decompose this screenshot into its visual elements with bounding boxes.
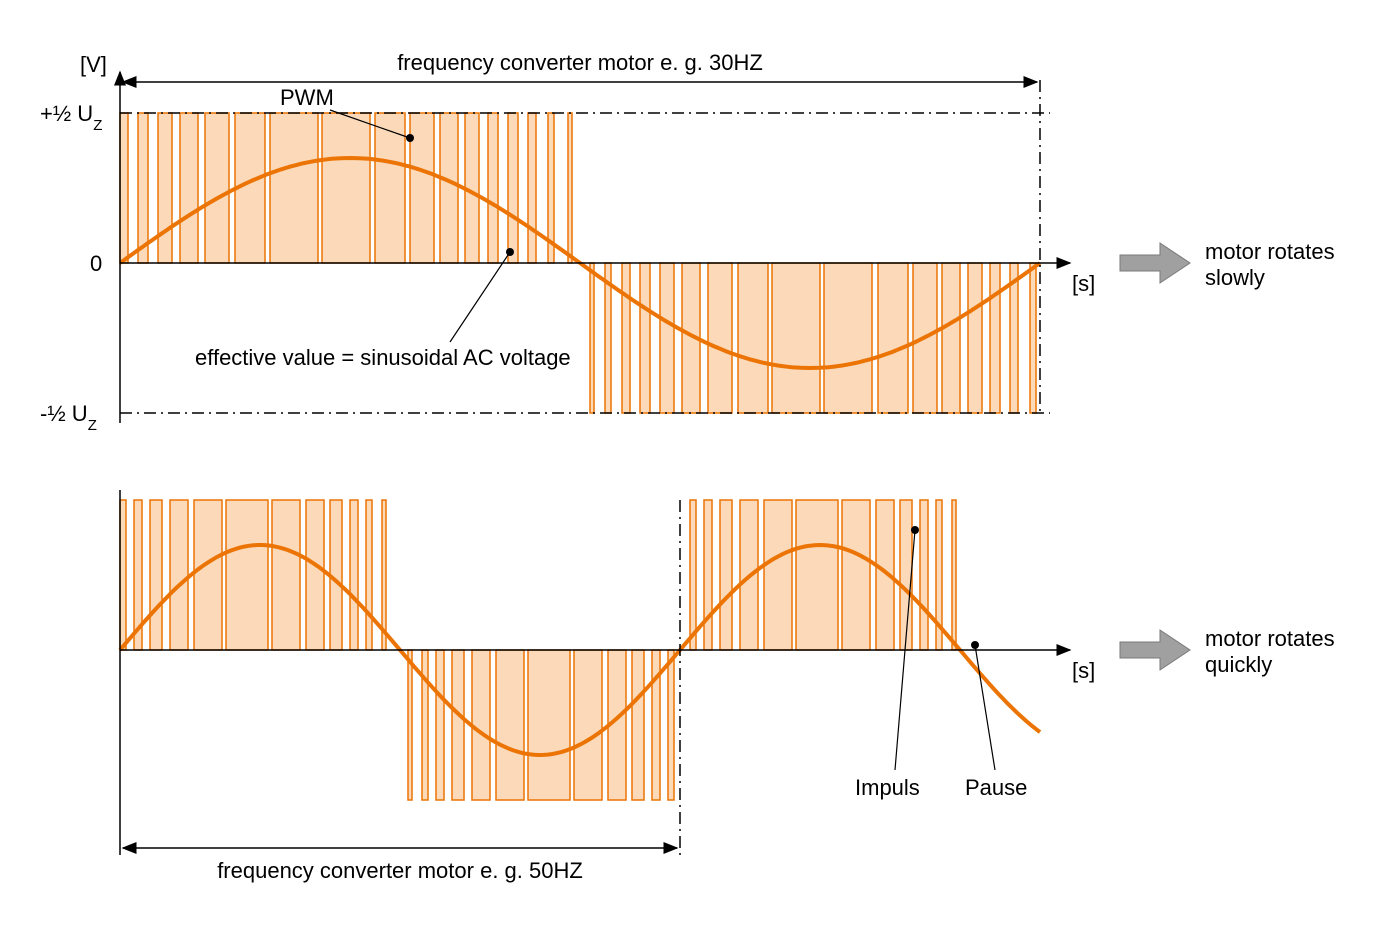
pwm-pulse [120, 500, 126, 650]
pwm-pulse [632, 650, 644, 800]
pwm-diagram: frequency converter motor e. g. 30HZ [V] +… [20, 20, 1400, 909]
pwm-pulse [440, 113, 458, 263]
y-pos-label: +½ UZ [40, 101, 102, 134]
pwm-pulse [180, 113, 198, 263]
pwm-pulse [472, 650, 490, 800]
pwm-pulse [842, 500, 870, 650]
pwm-pulse [878, 263, 908, 413]
pwm-pulse [138, 113, 148, 263]
y-zero-label: 0 [90, 251, 102, 276]
y-neg-label: -½ UZ [40, 401, 97, 434]
pwm-pulse [772, 263, 820, 413]
title-bottom: frequency converter motor e. g. 50HZ [217, 858, 583, 883]
pwm-pulse [452, 650, 464, 800]
pwm-pulse [660, 263, 674, 413]
pwm-pulse [226, 500, 268, 650]
pwm-pulse [738, 263, 768, 413]
pwm-label: PWM [280, 85, 334, 110]
motor-slow-label: motor rotates [1205, 239, 1335, 264]
pwm-pulse [622, 263, 630, 413]
pwm-pulse [120, 113, 128, 263]
pwm-pulse [824, 263, 872, 413]
pwm-pulse [150, 500, 162, 650]
x-axis-unit-top: [s] [1072, 271, 1095, 296]
pause-label: Pause [965, 775, 1027, 800]
pwm-pulse [422, 650, 428, 800]
pwm-pulse [704, 500, 712, 650]
pwm-pulse [272, 500, 300, 650]
pwm-pulse [488, 113, 498, 263]
pwm-pulse [158, 113, 172, 263]
pwm-pulse [640, 263, 650, 413]
pwm-pulse [375, 113, 405, 263]
pwm-pulse [205, 113, 229, 263]
pwm-pulse [508, 113, 518, 263]
pwm-pulse [366, 500, 372, 650]
pwm-pulse [690, 500, 696, 650]
pwm-pulse [590, 263, 594, 413]
pwm-pulse [720, 500, 732, 650]
pwm-pulse [1030, 263, 1036, 413]
pwm-pulse [194, 500, 222, 650]
pwm-pulse [990, 263, 1000, 413]
motor-fast-label2: quickly [1205, 652, 1272, 677]
effective-leader [450, 252, 510, 342]
pwm-pulse [900, 500, 912, 650]
pwm-pulse [568, 113, 572, 263]
pwm-pulse [796, 500, 838, 650]
motor-fast-label: motor rotates [1205, 626, 1335, 651]
motor-slow-label2: slowly [1205, 265, 1265, 290]
pwm-pulse [306, 500, 324, 650]
pwm-pulse [920, 500, 928, 650]
pwm-pulse [952, 500, 956, 650]
pwm-pulse [574, 650, 602, 800]
pwm-pulse [764, 500, 792, 650]
effective-label: effective value = sinusoidal AC voltage [195, 345, 571, 370]
pwm-pulse [968, 263, 982, 413]
title-top: frequency converter motor e. g. 30HZ [397, 50, 763, 75]
pwm-pulse [410, 113, 434, 263]
pwm-pulse [942, 263, 960, 413]
pwm-pulse [496, 650, 524, 800]
pause-leader [975, 645, 995, 770]
pwm-pulse [436, 650, 444, 800]
pwm-pulse [528, 650, 570, 800]
effective-leader-dot [506, 248, 514, 256]
y-axis-unit: [V] [80, 52, 107, 77]
pwm-leader-dot [406, 134, 414, 142]
impuls-label: Impuls [855, 775, 920, 800]
x-axis-unit-bottom: [s] [1072, 658, 1095, 683]
big-arrow-icon [1120, 243, 1190, 283]
pwm-pulse [708, 263, 732, 413]
pwm-pulse [408, 650, 412, 800]
pwm-pulse [170, 500, 188, 650]
pwm-pulse [668, 650, 674, 800]
big-arrow-icon [1120, 630, 1190, 670]
pwm-pulse [350, 500, 358, 650]
pwm-pulse [528, 113, 536, 263]
pwm-pulse [322, 113, 370, 263]
pwm-pulse [270, 113, 318, 263]
